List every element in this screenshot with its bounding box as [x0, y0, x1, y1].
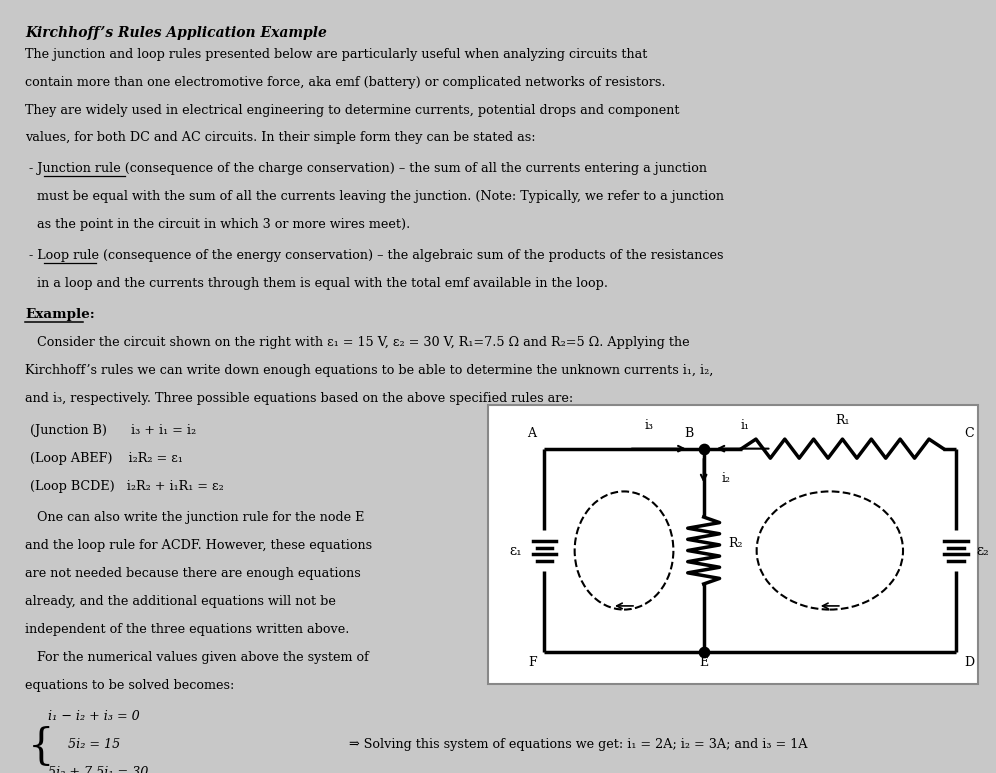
Point	[695, 646, 711, 659]
Text: - Junction rule (consequence of the charge conservation) – the sum of all the cu: - Junction rule (consequence of the char…	[25, 162, 707, 175]
Text: values, for both DC and AC circuits. In their simple form they can be stated as:: values, for both DC and AC circuits. In …	[25, 131, 536, 145]
Text: They are widely used in electrical engineering to determine currents, potential : They are widely used in electrical engin…	[25, 104, 679, 117]
Point	[695, 442, 711, 455]
Text: contain more than one electromotive force, aka emf (battery) or complicated netw: contain more than one electromotive forc…	[25, 76, 665, 89]
Text: For the numerical values given above the system of: For the numerical values given above the…	[25, 651, 369, 664]
Text: i₂: i₂	[721, 472, 731, 485]
Text: (Loop ABEF)    i₂R₂ = ε₁: (Loop ABEF) i₂R₂ = ε₁	[30, 451, 182, 465]
Text: 5i₂ + 7.5i₁ = 30: 5i₂ + 7.5i₁ = 30	[48, 766, 148, 773]
Text: Kirchhoff’s Rules Application Example: Kirchhoff’s Rules Application Example	[25, 26, 327, 39]
Text: already, and the additional equations will not be: already, and the additional equations wi…	[25, 595, 336, 608]
Text: (Junction B)      i₃ + i₁ = i₂: (Junction B) i₃ + i₁ = i₂	[30, 424, 196, 437]
Text: {: {	[28, 727, 55, 768]
Text: i₁ − i₂ + i₃ = 0: i₁ − i₂ + i₃ = 0	[48, 710, 139, 724]
Text: and the loop rule for ACDF. However, these equations: and the loop rule for ACDF. However, the…	[25, 539, 373, 552]
Text: ⇒ Solving this system of equations we get: i₁ = 2A; i₂ = 3A; and i₃ = 1A: ⇒ Solving this system of equations we ge…	[349, 738, 807, 751]
Text: and i₃, respectively. Three possible equations based on the above specified rule: and i₃, respectively. Three possible equ…	[25, 392, 573, 405]
Text: (Loop BCDE)   i₂R₂ + i₁R₁ = ε₂: (Loop BCDE) i₂R₂ + i₁R₁ = ε₂	[30, 479, 224, 492]
Text: i₁: i₁	[741, 420, 750, 432]
Text: A: A	[528, 427, 537, 440]
FancyBboxPatch shape	[488, 405, 978, 684]
Text: Kirchhoff’s rules we can write down enough equations to be able to determine the: Kirchhoff’s rules we can write down enou…	[25, 364, 713, 377]
Text: in a loop and the currents through them is equal with the total emf available in: in a loop and the currents through them …	[25, 277, 608, 290]
Text: ε₁: ε₁	[510, 543, 523, 557]
Text: B: B	[684, 427, 693, 440]
Text: independent of the three equations written above.: independent of the three equations writt…	[25, 623, 350, 635]
Text: R₁: R₁	[836, 414, 850, 427]
Text: 5i₂ = 15: 5i₂ = 15	[48, 738, 121, 751]
Text: i₃: i₃	[644, 420, 653, 432]
Text: Consider the circuit shown on the right with ε₁ = 15 V, ε₂ = 30 V, R₁=7.5 Ω and : Consider the circuit shown on the right …	[25, 336, 689, 349]
Text: One can also write the junction rule for the node E: One can also write the junction rule for…	[25, 511, 365, 524]
Text: equations to be solved becomes:: equations to be solved becomes:	[25, 679, 234, 692]
Text: ε₂: ε₂	[976, 543, 989, 557]
FancyBboxPatch shape	[0, 0, 996, 738]
Text: The junction and loop rules presented below are particularly useful when analyzi: The junction and loop rules presented be…	[25, 48, 647, 61]
Text: F: F	[528, 656, 537, 669]
Text: are not needed because there are enough equations: are not needed because there are enough …	[25, 567, 361, 580]
Text: R₂: R₂	[728, 536, 743, 550]
Text: - Loop rule (consequence of the energy conservation) – the algebraic sum of the : - Loop rule (consequence of the energy c…	[25, 249, 723, 262]
Text: E: E	[699, 656, 708, 669]
Text: C: C	[964, 427, 974, 440]
Text: as the point in the circuit in which 3 or more wires meet).: as the point in the circuit in which 3 o…	[25, 218, 410, 231]
Text: must be equal with the sum of all the currents leaving the junction. (Note: Typi: must be equal with the sum of all the cu…	[25, 190, 724, 203]
Text: D: D	[964, 656, 974, 669]
Text: Example:: Example:	[25, 308, 95, 322]
